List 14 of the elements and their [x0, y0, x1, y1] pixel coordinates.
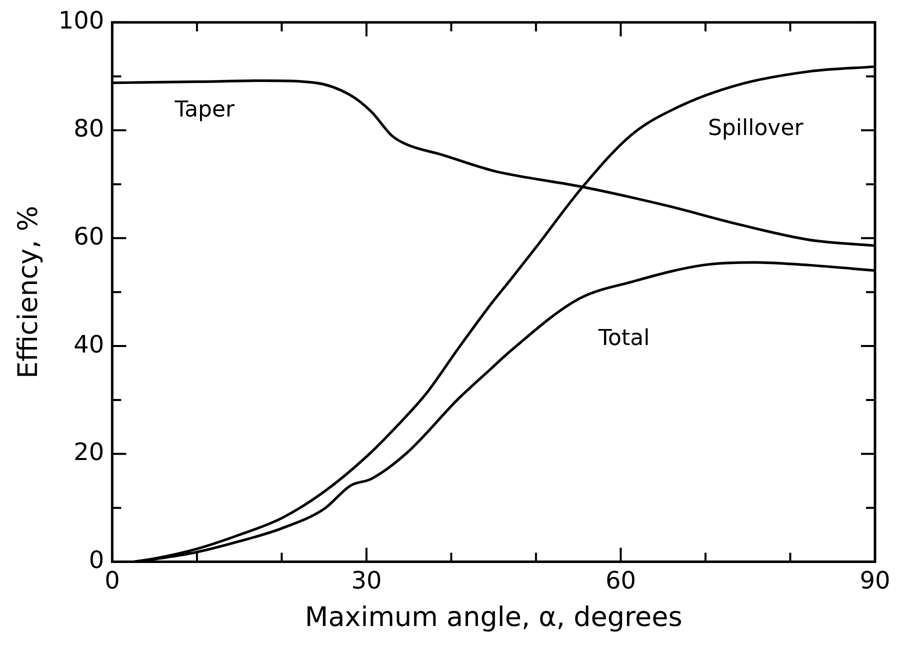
y-tick-label: 40	[74, 330, 104, 358]
x-tick-label: 90	[860, 566, 890, 594]
series-label: Taper	[174, 97, 236, 122]
y-tick-label: 100	[58, 6, 104, 35]
y-axis-title: Efficiency, %	[13, 206, 44, 379]
x-axis-title: Maximum angle, α, degrees	[304, 602, 682, 633]
series-label: Spillover	[708, 116, 804, 141]
y-tick-label: 0	[88, 546, 104, 574]
y-tick-label: 20	[74, 438, 104, 466]
y-tick-label: 80	[74, 114, 104, 143]
x-tick-label: 60	[605, 566, 636, 594]
series-label: Total	[597, 326, 650, 351]
x-tick-label: 30	[351, 566, 382, 594]
y-tick-label: 60	[74, 222, 104, 250]
